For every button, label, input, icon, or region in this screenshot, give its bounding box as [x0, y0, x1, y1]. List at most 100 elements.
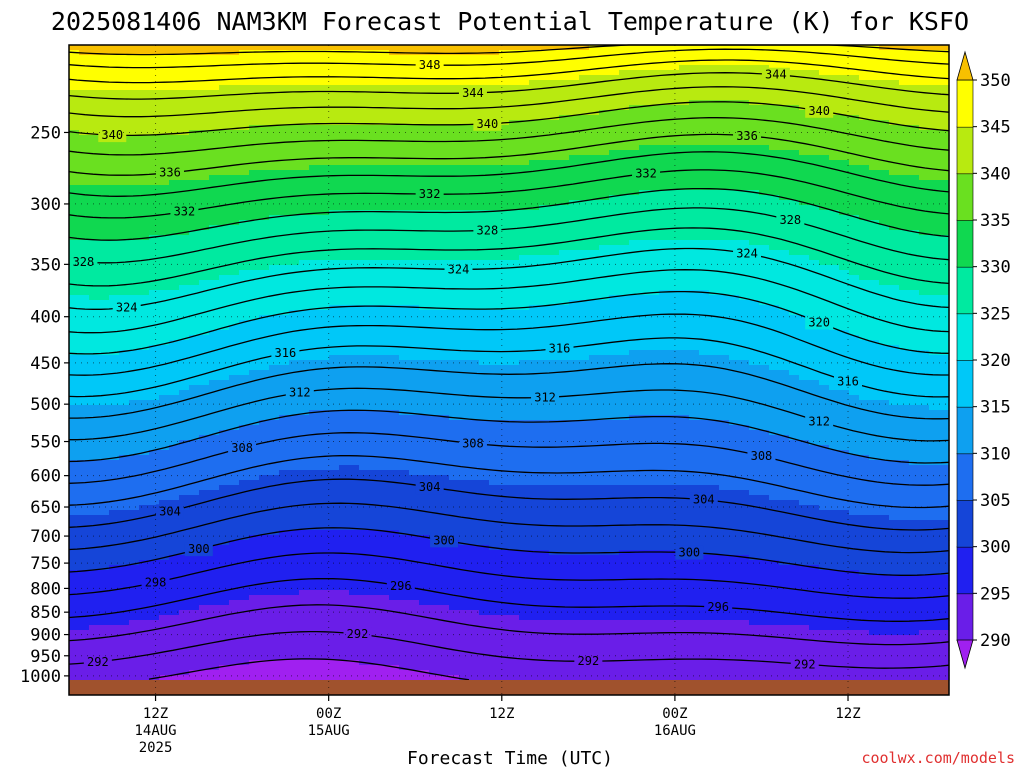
heatmap-cell	[739, 310, 750, 316]
heatmap-cell	[299, 115, 310, 121]
heatmap-cell	[239, 155, 250, 161]
heatmap-cell	[199, 125, 210, 131]
heatmap-cell	[69, 200, 80, 206]
heatmap-cell	[709, 265, 720, 271]
heatmap-cell	[149, 235, 160, 241]
heatmap-cell	[589, 190, 600, 196]
heatmap-cell	[479, 180, 490, 186]
heatmap-cell	[249, 85, 260, 91]
heatmap-cell	[489, 195, 500, 201]
heatmap-cell	[339, 205, 350, 211]
heatmap-cell	[69, 195, 80, 201]
heatmap-cell	[509, 310, 520, 316]
heatmap-cell	[189, 130, 200, 136]
heatmap-cell	[259, 120, 270, 126]
heatmap-cell	[869, 155, 880, 161]
heatmap-cell	[419, 300, 430, 306]
heatmap-cell	[139, 175, 150, 181]
heatmap-cell	[269, 115, 280, 121]
heatmap-cell	[569, 250, 580, 256]
heatmap-cell	[819, 260, 830, 266]
heatmap-cell	[939, 275, 950, 281]
heatmap-cell	[709, 175, 720, 181]
heatmap-cell	[289, 190, 300, 196]
heatmap-cell	[559, 65, 570, 71]
heatmap-cell	[749, 290, 760, 296]
heatmap-cell	[579, 100, 590, 106]
heatmap-cell	[919, 290, 930, 296]
heatmap-cell	[669, 290, 680, 296]
heatmap-cell	[409, 310, 420, 316]
heatmap-cell	[879, 185, 890, 191]
heatmap-cell	[239, 265, 250, 271]
heatmap-cell	[539, 200, 550, 206]
heatmap-cell	[759, 235, 770, 241]
heatmap-cell	[939, 100, 950, 106]
heatmap-cell	[539, 115, 550, 121]
heatmap-cell	[439, 105, 450, 111]
heatmap-cell	[489, 270, 500, 276]
heatmap-cell	[529, 305, 540, 311]
heatmap-cell	[449, 165, 460, 171]
heatmap-cell	[409, 120, 420, 126]
heatmap-cell	[799, 315, 810, 321]
heatmap-cell	[389, 290, 400, 296]
heatmap-cell	[559, 155, 570, 161]
heatmap-cell	[179, 135, 190, 141]
heatmap-cell	[479, 295, 490, 301]
heatmap-cell	[109, 320, 120, 326]
heatmap-cell	[219, 245, 230, 251]
heatmap-cell	[939, 50, 950, 56]
heatmap-cell	[409, 190, 420, 196]
heatmap-cell	[549, 210, 560, 216]
heatmap-cell	[149, 150, 160, 156]
heatmap-cell	[719, 90, 730, 96]
heatmap-cell	[829, 130, 840, 136]
heatmap-cell	[889, 220, 900, 226]
heatmap-cell	[809, 305, 820, 311]
heatmap-cell	[929, 125, 940, 131]
heatmap-cell	[879, 210, 890, 216]
heatmap-cell	[219, 280, 230, 286]
heatmap-cell	[639, 150, 650, 156]
heatmap-cell	[279, 205, 290, 211]
heatmap-cell	[199, 90, 210, 96]
heatmap-cell	[379, 255, 390, 261]
heatmap-cell	[539, 205, 550, 211]
heatmap-cell	[519, 295, 530, 301]
heatmap-cell	[829, 75, 840, 81]
heatmap-cell	[869, 285, 880, 291]
heatmap-cell	[319, 90, 330, 96]
heatmap-cell	[369, 290, 380, 296]
heatmap-cell	[229, 325, 240, 331]
heatmap-cell	[899, 180, 910, 186]
heatmap-cell	[839, 150, 850, 156]
heatmap-cell	[409, 245, 420, 251]
heatmap-cell	[909, 235, 920, 241]
heatmap-cell	[619, 160, 630, 166]
heatmap-cell	[619, 270, 630, 276]
heatmap-cell	[109, 95, 120, 101]
heatmap-cell	[739, 240, 750, 246]
heatmap-cell	[199, 315, 210, 321]
heatmap-cell	[129, 125, 140, 131]
heatmap-cell	[809, 100, 820, 106]
heatmap-cell	[729, 290, 740, 296]
heatmap-cell	[699, 285, 710, 291]
heatmap-cell	[299, 325, 310, 331]
heatmap-cell	[79, 85, 90, 91]
heatmap-cell	[359, 45, 370, 51]
heatmap-cell	[729, 55, 740, 61]
heatmap-cell	[109, 230, 120, 236]
heatmap-cell	[429, 280, 440, 286]
heatmap-cell	[699, 255, 710, 261]
heatmap-cell	[129, 100, 140, 106]
heatmap-cell	[569, 100, 580, 106]
heatmap-cell	[409, 215, 420, 221]
heatmap-cell	[679, 135, 690, 141]
heatmap-cell	[89, 140, 100, 146]
heatmap-cell	[719, 130, 730, 136]
heatmap-cell	[609, 95, 620, 101]
heatmap-cell	[829, 65, 840, 71]
heatmap-cell	[659, 65, 670, 71]
